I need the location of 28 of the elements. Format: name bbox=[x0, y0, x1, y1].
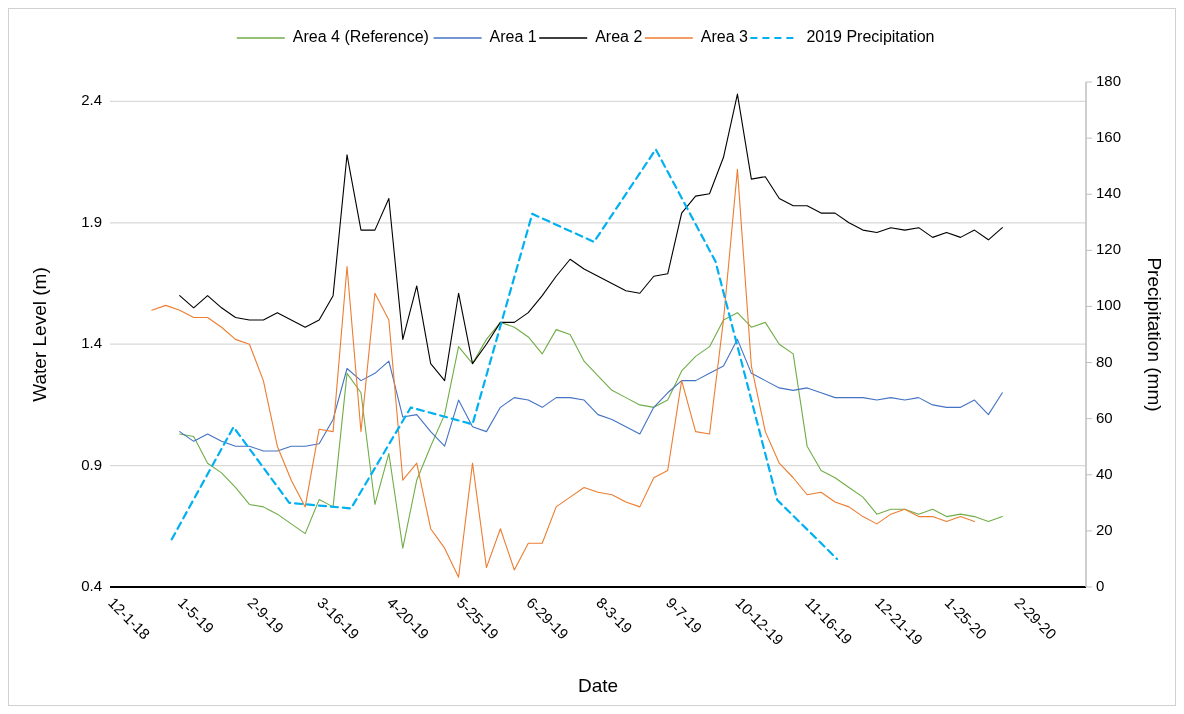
y2-tick-label: 40 bbox=[1096, 464, 1113, 482]
y-tick-label: 2.4 bbox=[81, 91, 102, 109]
y2-tick-label: 140 bbox=[1096, 184, 1122, 202]
y2-tick-label: 100 bbox=[1096, 296, 1122, 314]
legend-label: Area 4 (Reference) bbox=[292, 28, 429, 46]
y2-tick-label: 160 bbox=[1096, 128, 1122, 146]
y-tick-label: 0.9 bbox=[81, 455, 102, 473]
y2-tick-label: 120 bbox=[1096, 240, 1122, 258]
line-series bbox=[179, 338, 1003, 452]
legend-label: Area 1 bbox=[489, 28, 537, 46]
y2-axis-title: Precipitation (mm) bbox=[1144, 257, 1165, 412]
y-tick-label: 1.9 bbox=[81, 212, 102, 230]
line-series bbox=[151, 168, 976, 578]
line-series bbox=[179, 312, 1003, 549]
legend-label: 2019 Precipitation bbox=[806, 28, 935, 46]
y-tick-label: 1.4 bbox=[81, 334, 102, 352]
y2-tick-label: 60 bbox=[1096, 408, 1113, 426]
line-series bbox=[179, 93, 1003, 382]
legend-label: Area 2 bbox=[595, 28, 643, 46]
y2-tick-label: 0 bbox=[1096, 576, 1105, 594]
legend-label: Area 3 bbox=[700, 28, 749, 46]
y-tick-label: 0.4 bbox=[81, 576, 102, 594]
y2-tick-label: 20 bbox=[1096, 520, 1113, 538]
x-axis-title: Date bbox=[577, 675, 619, 696]
line-series bbox=[170, 148, 839, 561]
y2-tick-label: 180 bbox=[1096, 71, 1122, 89]
y2-tick-label: 80 bbox=[1096, 352, 1113, 370]
y-axis-title: Water Level (m) bbox=[29, 267, 50, 402]
